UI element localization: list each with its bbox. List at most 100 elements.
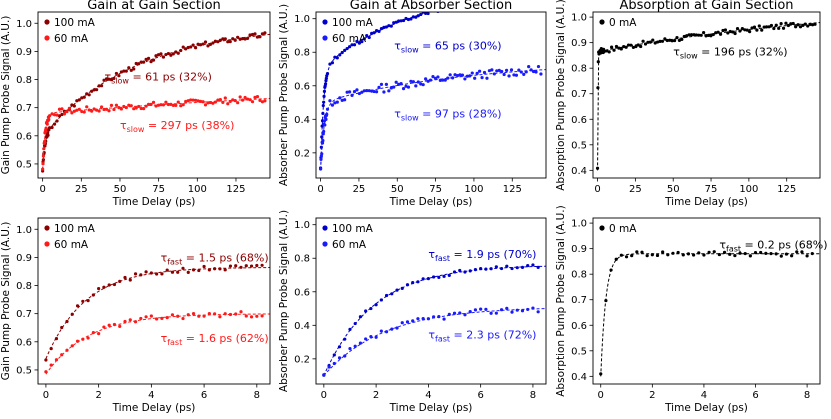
data-point — [473, 76, 477, 80]
x-tick-label: 8 — [254, 390, 260, 401]
data-point — [395, 326, 399, 330]
data-point — [436, 75, 440, 79]
data-point — [151, 100, 156, 104]
legend-label: 60 mA — [332, 33, 367, 45]
data-point — [671, 251, 675, 255]
y-tick-label: 0.8 — [16, 75, 32, 86]
data-point — [75, 108, 79, 112]
data-point — [181, 103, 185, 107]
y-tick-label: 0.6 — [294, 81, 310, 92]
legend-marker — [322, 241, 328, 247]
data-point — [97, 332, 101, 336]
data-point — [239, 310, 243, 314]
data-point — [384, 330, 389, 334]
data-point — [414, 15, 418, 19]
data-point — [426, 12, 430, 16]
data-point — [479, 266, 483, 271]
data-point — [72, 109, 76, 113]
axes-frame — [37, 11, 271, 179]
data-point — [234, 264, 238, 268]
data-point — [44, 370, 48, 374]
data-point — [416, 80, 420, 84]
data-point — [41, 162, 45, 166]
data-point — [676, 250, 680, 255]
x-tick-label: 75 — [705, 184, 718, 195]
data-point — [443, 78, 447, 82]
data-point — [164, 100, 168, 104]
data-point — [653, 41, 657, 45]
tau-value: = 297 ps (38%) — [144, 119, 234, 132]
axes-frame — [315, 11, 547, 179]
data-point — [748, 254, 752, 258]
plot-area — [319, 12, 546, 171]
data-point — [470, 71, 474, 75]
data-point — [330, 61, 335, 65]
x-axis-label: Time Delay (ps) — [664, 196, 748, 208]
data-point — [102, 325, 106, 329]
data-point — [117, 106, 121, 110]
data-point — [728, 252, 732, 256]
y-tick-label: 0.6 — [16, 131, 32, 142]
data-point — [208, 42, 213, 47]
data-point — [406, 85, 411, 89]
data-point — [340, 50, 344, 55]
data-point — [249, 315, 254, 319]
y-axis-label: Gain Pump Probe Signal (A.U.) — [0, 16, 12, 175]
data-point — [325, 112, 329, 116]
data-point — [245, 36, 250, 40]
data-point — [636, 43, 640, 47]
data-point — [389, 24, 393, 28]
tau-annotation: τfast = 1.6 ps (62%) — [161, 332, 269, 347]
data-point — [165, 268, 169, 272]
data-point — [216, 98, 220, 102]
data-point — [404, 16, 408, 21]
x-tick-label: 6 — [752, 390, 758, 401]
data-point — [629, 43, 633, 47]
data-point — [132, 107, 136, 111]
axes-frame — [315, 217, 547, 385]
x-tick-label: 2 — [373, 390, 379, 401]
data-point — [668, 38, 672, 42]
data-point — [223, 312, 227, 316]
data-point — [805, 254, 809, 258]
fit-line-100-mA — [42, 33, 270, 170]
tau-symbol: τ — [394, 108, 401, 121]
data-point — [721, 28, 725, 33]
data-point — [515, 266, 519, 270]
legend-marker — [44, 241, 50, 247]
x-tick-label: 0 — [594, 184, 600, 195]
data-point — [595, 166, 600, 170]
data-point — [81, 299, 85, 303]
data-point — [706, 33, 711, 37]
data-point — [321, 111, 325, 116]
data-point — [191, 312, 196, 316]
y-tick-label: 0.7 — [16, 103, 32, 114]
data-point — [149, 314, 153, 318]
tau-value: = 196 ps (32%) — [698, 45, 788, 58]
data-point — [803, 22, 807, 26]
data-point — [253, 95, 257, 100]
data-point — [529, 68, 533, 72]
data-point — [77, 107, 81, 111]
data-point — [536, 265, 540, 269]
data-point — [137, 62, 141, 66]
data-point — [181, 45, 185, 49]
data-point — [119, 70, 123, 74]
data-point — [723, 28, 728, 32]
data-point — [97, 84, 101, 88]
data-point — [813, 22, 817, 26]
data-point — [463, 270, 467, 274]
x-tick-label: 75 — [429, 184, 442, 195]
data-point — [189, 45, 193, 49]
data-point — [260, 263, 264, 267]
data-point — [452, 270, 457, 274]
data-point — [764, 25, 769, 29]
data-point — [416, 280, 420, 284]
data-point — [128, 318, 132, 322]
data-point — [133, 320, 138, 324]
data-point — [810, 23, 815, 27]
data-point — [127, 103, 131, 107]
data-point — [452, 311, 457, 315]
data-point — [114, 103, 119, 107]
data-point — [424, 77, 428, 81]
